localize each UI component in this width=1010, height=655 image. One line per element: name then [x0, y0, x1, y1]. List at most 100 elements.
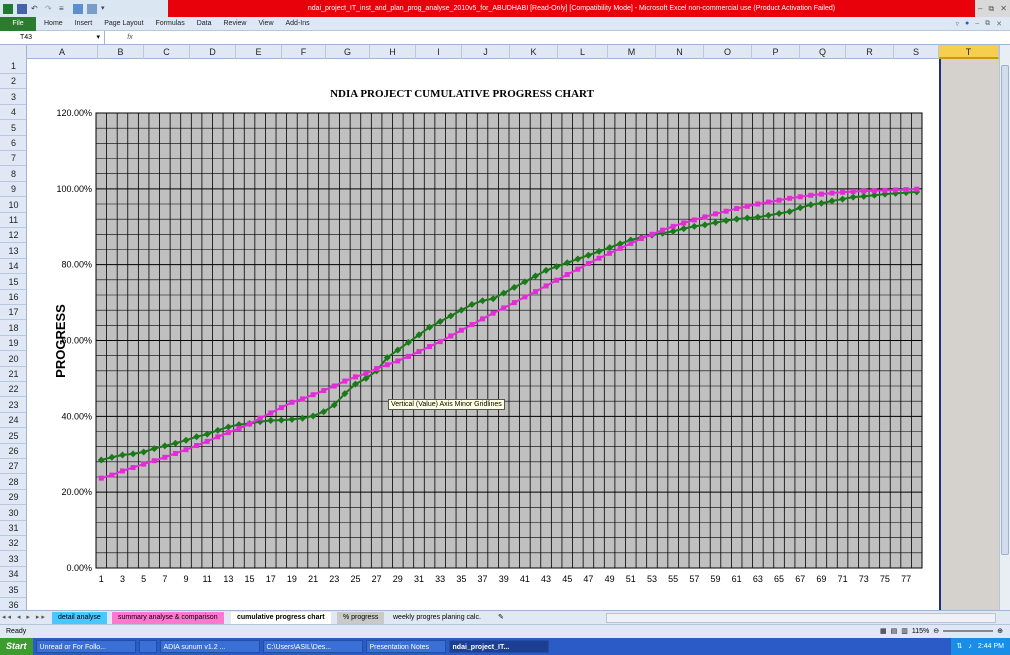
- series-1-point[interactable]: [447, 312, 455, 320]
- tab-page-layout[interactable]: Page Layout: [104, 20, 144, 27]
- series-2-point[interactable]: [638, 236, 644, 242]
- select-all-corner[interactable]: [0, 45, 27, 59]
- minimize-workbook-icon[interactable]: –: [975, 19, 980, 27]
- series-2-point[interactable]: [458, 327, 464, 333]
- task-powerpoint[interactable]: ADIA sunum v1.2 ...: [159, 640, 260, 653]
- series-2-point[interactable]: [268, 410, 274, 416]
- formula-input[interactable]: [155, 31, 1010, 44]
- function-icon[interactable]: fx: [127, 34, 133, 41]
- collapse-ribbon-icon[interactable]: ▿: [955, 20, 959, 28]
- row-header-32[interactable]: 32: [0, 536, 26, 552]
- series-1-point[interactable]: [404, 338, 412, 346]
- series-2-point[interactable]: [405, 353, 411, 359]
- series-2-point[interactable]: [554, 277, 560, 283]
- series-2-point[interactable]: [744, 203, 750, 209]
- series-1-point[interactable]: [690, 222, 698, 230]
- row-header-28[interactable]: 28: [0, 475, 26, 490]
- series-2-point[interactable]: [585, 261, 591, 267]
- sheet-nav-arrows[interactable]: ◂◂ ◂ ▸ ▸▸: [2, 614, 47, 621]
- series-2-point[interactable]: [893, 187, 899, 193]
- series-2-point[interactable]: [172, 450, 178, 456]
- series-2-point[interactable]: [141, 461, 147, 467]
- series-2-point[interactable]: [765, 199, 771, 205]
- series-1-point[interactable]: [701, 221, 709, 229]
- series-2-point[interactable]: [617, 245, 623, 251]
- series-1-point[interactable]: [341, 390, 349, 398]
- series-1-point[interactable]: [299, 414, 306, 422]
- sheet-tab-summary[interactable]: summary analyse & comparison: [112, 612, 224, 624]
- series-1-point[interactable]: [775, 209, 783, 217]
- tab-add-ins[interactable]: Add-Ins: [285, 20, 310, 27]
- series-1-point[interactable]: [436, 318, 444, 326]
- tab-formulas[interactable]: Formulas: [155, 20, 185, 27]
- series-2-point[interactable]: [903, 187, 909, 193]
- row-header-27[interactable]: 27: [0, 459, 26, 475]
- normal-view-icon[interactable]: ▦: [880, 628, 887, 635]
- row-header-3[interactable]: 3: [0, 90, 26, 105]
- series-2-point[interactable]: [162, 454, 168, 460]
- series-2-point[interactable]: [490, 310, 496, 316]
- series-1-point[interactable]: [553, 263, 561, 271]
- series-2-point[interactable]: [713, 211, 718, 217]
- column-header-r[interactable]: R: [846, 45, 894, 59]
- row-header-14[interactable]: 14: [0, 259, 26, 275]
- series-1-point[interactable]: [606, 244, 614, 252]
- series-2-point[interactable]: [818, 191, 824, 197]
- series-2-point[interactable]: [247, 421, 253, 427]
- series-2-point[interactable]: [448, 333, 454, 339]
- column-header-n[interactable]: N: [656, 45, 704, 59]
- sheet-tab-cumulative[interactable]: cumulative progress chart: [231, 612, 331, 624]
- series-1-point[interactable]: [193, 433, 201, 441]
- series-1-point[interactable]: [362, 374, 370, 382]
- series-2-point[interactable]: [352, 374, 358, 380]
- chevron-down-icon[interactable]: ▾: [96, 34, 100, 41]
- row-header-16[interactable]: 16: [0, 290, 26, 305]
- start-button[interactable]: Start: [0, 638, 33, 655]
- series-1-point[interactable]: [510, 283, 518, 291]
- series-1-point[interactable]: [849, 193, 857, 201]
- row-header-24[interactable]: 24: [0, 413, 26, 429]
- task-excel[interactable]: ndai_project_IT...: [448, 640, 549, 653]
- zoom-slider[interactable]: [943, 630, 994, 632]
- task-presentation-notes[interactable]: Presentation Notes: [365, 640, 446, 653]
- series-2-point[interactable]: [691, 217, 697, 223]
- series-2-point[interactable]: [109, 472, 115, 478]
- minimize-button[interactable]: –: [978, 4, 983, 13]
- series-2-point[interactable]: [321, 388, 327, 394]
- series-1-point[interactable]: [320, 408, 328, 416]
- series-1-point[interactable]: [839, 195, 847, 203]
- series-2-point[interactable]: [278, 405, 284, 411]
- task-outlook[interactable]: Unread or For Follo...: [35, 640, 136, 653]
- row-header-36[interactable]: 36: [0, 598, 26, 610]
- customize-qat-icon[interactable]: ▾: [101, 4, 105, 12]
- name-box[interactable]: T43 ▾: [0, 31, 105, 44]
- series-1-point[interactable]: [595, 247, 603, 255]
- series-2-point[interactable]: [363, 370, 369, 376]
- series-1-point[interactable]: [531, 272, 539, 280]
- series-2-point[interactable]: [628, 240, 634, 246]
- row-header-22[interactable]: 22: [0, 382, 26, 398]
- tab-view[interactable]: View: [258, 20, 274, 27]
- sheet-tab-percent-progress[interactable]: % progress: [337, 612, 385, 624]
- series-2-point[interactable]: [607, 250, 613, 256]
- row-header-13[interactable]: 13: [0, 244, 26, 259]
- series-1-point[interactable]: [330, 401, 338, 409]
- series-1-point[interactable]: [500, 289, 508, 297]
- series-2-point[interactable]: [511, 300, 517, 306]
- series-1-point[interactable]: [383, 354, 391, 362]
- series-2-point[interactable]: [215, 434, 221, 440]
- row-header-9[interactable]: 9: [0, 182, 26, 198]
- row-header-20[interactable]: 20: [0, 352, 26, 367]
- column-header-t[interactable]: T: [939, 45, 999, 59]
- redo-icon[interactable]: ↷: [45, 3, 52, 13]
- series-1-point[interactable]: [764, 211, 772, 219]
- series-2-point[interactable]: [257, 415, 263, 421]
- series-2-point[interactable]: [871, 188, 877, 194]
- series-1-point[interactable]: [161, 442, 169, 450]
- column-header-j[interactable]: J: [462, 45, 510, 59]
- column-header-b[interactable]: B: [98, 45, 144, 59]
- series-1-point[interactable]: [870, 191, 878, 199]
- series-1-point[interactable]: [796, 204, 804, 212]
- series-2-point[interactable]: [532, 289, 538, 295]
- series-2-point[interactable]: [797, 194, 803, 200]
